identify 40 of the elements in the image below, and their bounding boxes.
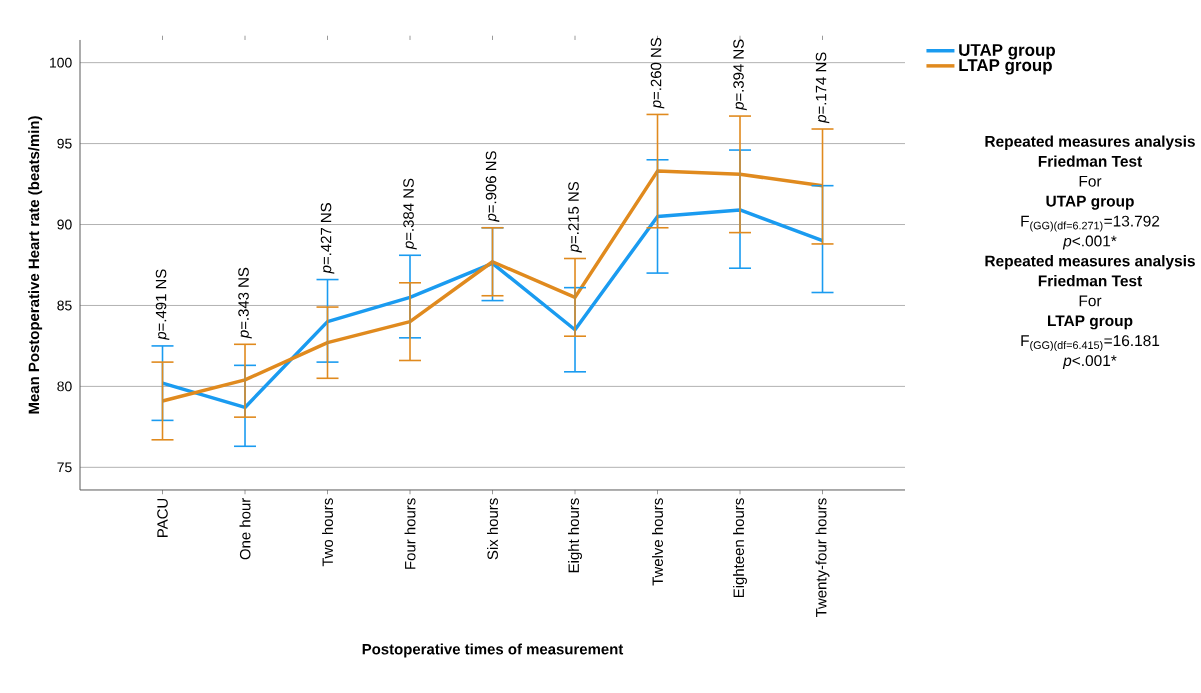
- x-tick-label: Eight hours: [568, 498, 582, 573]
- annotation: p=.906 NS: [485, 151, 500, 222]
- annotation: p=.394 NS: [733, 39, 747, 111]
- x-tick-label: Four hours: [404, 498, 416, 569]
- x-tick-label: Six hours: [487, 498, 498, 560]
- x-axis-title: Postoperative times of measurement: [362, 643, 624, 658]
- y-tick-label: 95: [57, 138, 72, 149]
- text: Repeated measures analysis: [985, 135, 1195, 150]
- y-tick-label: 85: [57, 300, 72, 311]
- y-tick-label: 90: [57, 219, 72, 230]
- annotation: p=.343 NS: [238, 267, 252, 339]
- legend-label: UTAP group: [959, 44, 1056, 60]
- x-tick-label: Eighteen hours: [733, 498, 747, 598]
- legend-label: LTAP group: [959, 59, 1052, 75]
- annotation: p=.260 NS: [650, 37, 665, 109]
- y-tick-label: 100: [50, 57, 72, 68]
- annotation: p=.491 NS: [155, 269, 170, 341]
- y-tick-label: 80: [57, 381, 72, 392]
- text: Friedman Test: [1038, 275, 1143, 287]
- text: p<.001*: [1062, 355, 1117, 370]
- text: F$_{(GG)(df=6.415)}$=16.181: [1021, 335, 1160, 352]
- y-axis-title: Mean Postoperative Heart rate (beats/min): [28, 116, 43, 414]
- annotation: p=.174 NS: [815, 52, 830, 124]
- text: LTAP group: [1048, 315, 1133, 330]
- x-tick-label: Two hours: [322, 498, 333, 567]
- x-tick-label: Twenty-four hours: [815, 498, 830, 618]
- annotation: p=.384 NS: [403, 178, 417, 250]
- text: UTAP group: [1046, 195, 1134, 210]
- text: For: [1079, 295, 1102, 307]
- text: p<.001*: [1062, 235, 1117, 250]
- x-tick-label: Twelve hours: [652, 498, 663, 586]
- text: F$_{(GG)(df=6.271)}$=13.792: [1021, 215, 1160, 232]
- x-tick-label: One hour: [239, 498, 251, 560]
- text: Repeated measures analysis: [985, 255, 1195, 270]
- annotation: p=.427 NS: [320, 203, 335, 274]
- text: For: [1079, 175, 1102, 187]
- text: Friedman Test: [1038, 155, 1143, 167]
- annotation: p=.215 NS: [568, 181, 582, 253]
- y-tick-label: 75: [57, 462, 72, 473]
- x-tick-label: PACU: [157, 498, 168, 537]
